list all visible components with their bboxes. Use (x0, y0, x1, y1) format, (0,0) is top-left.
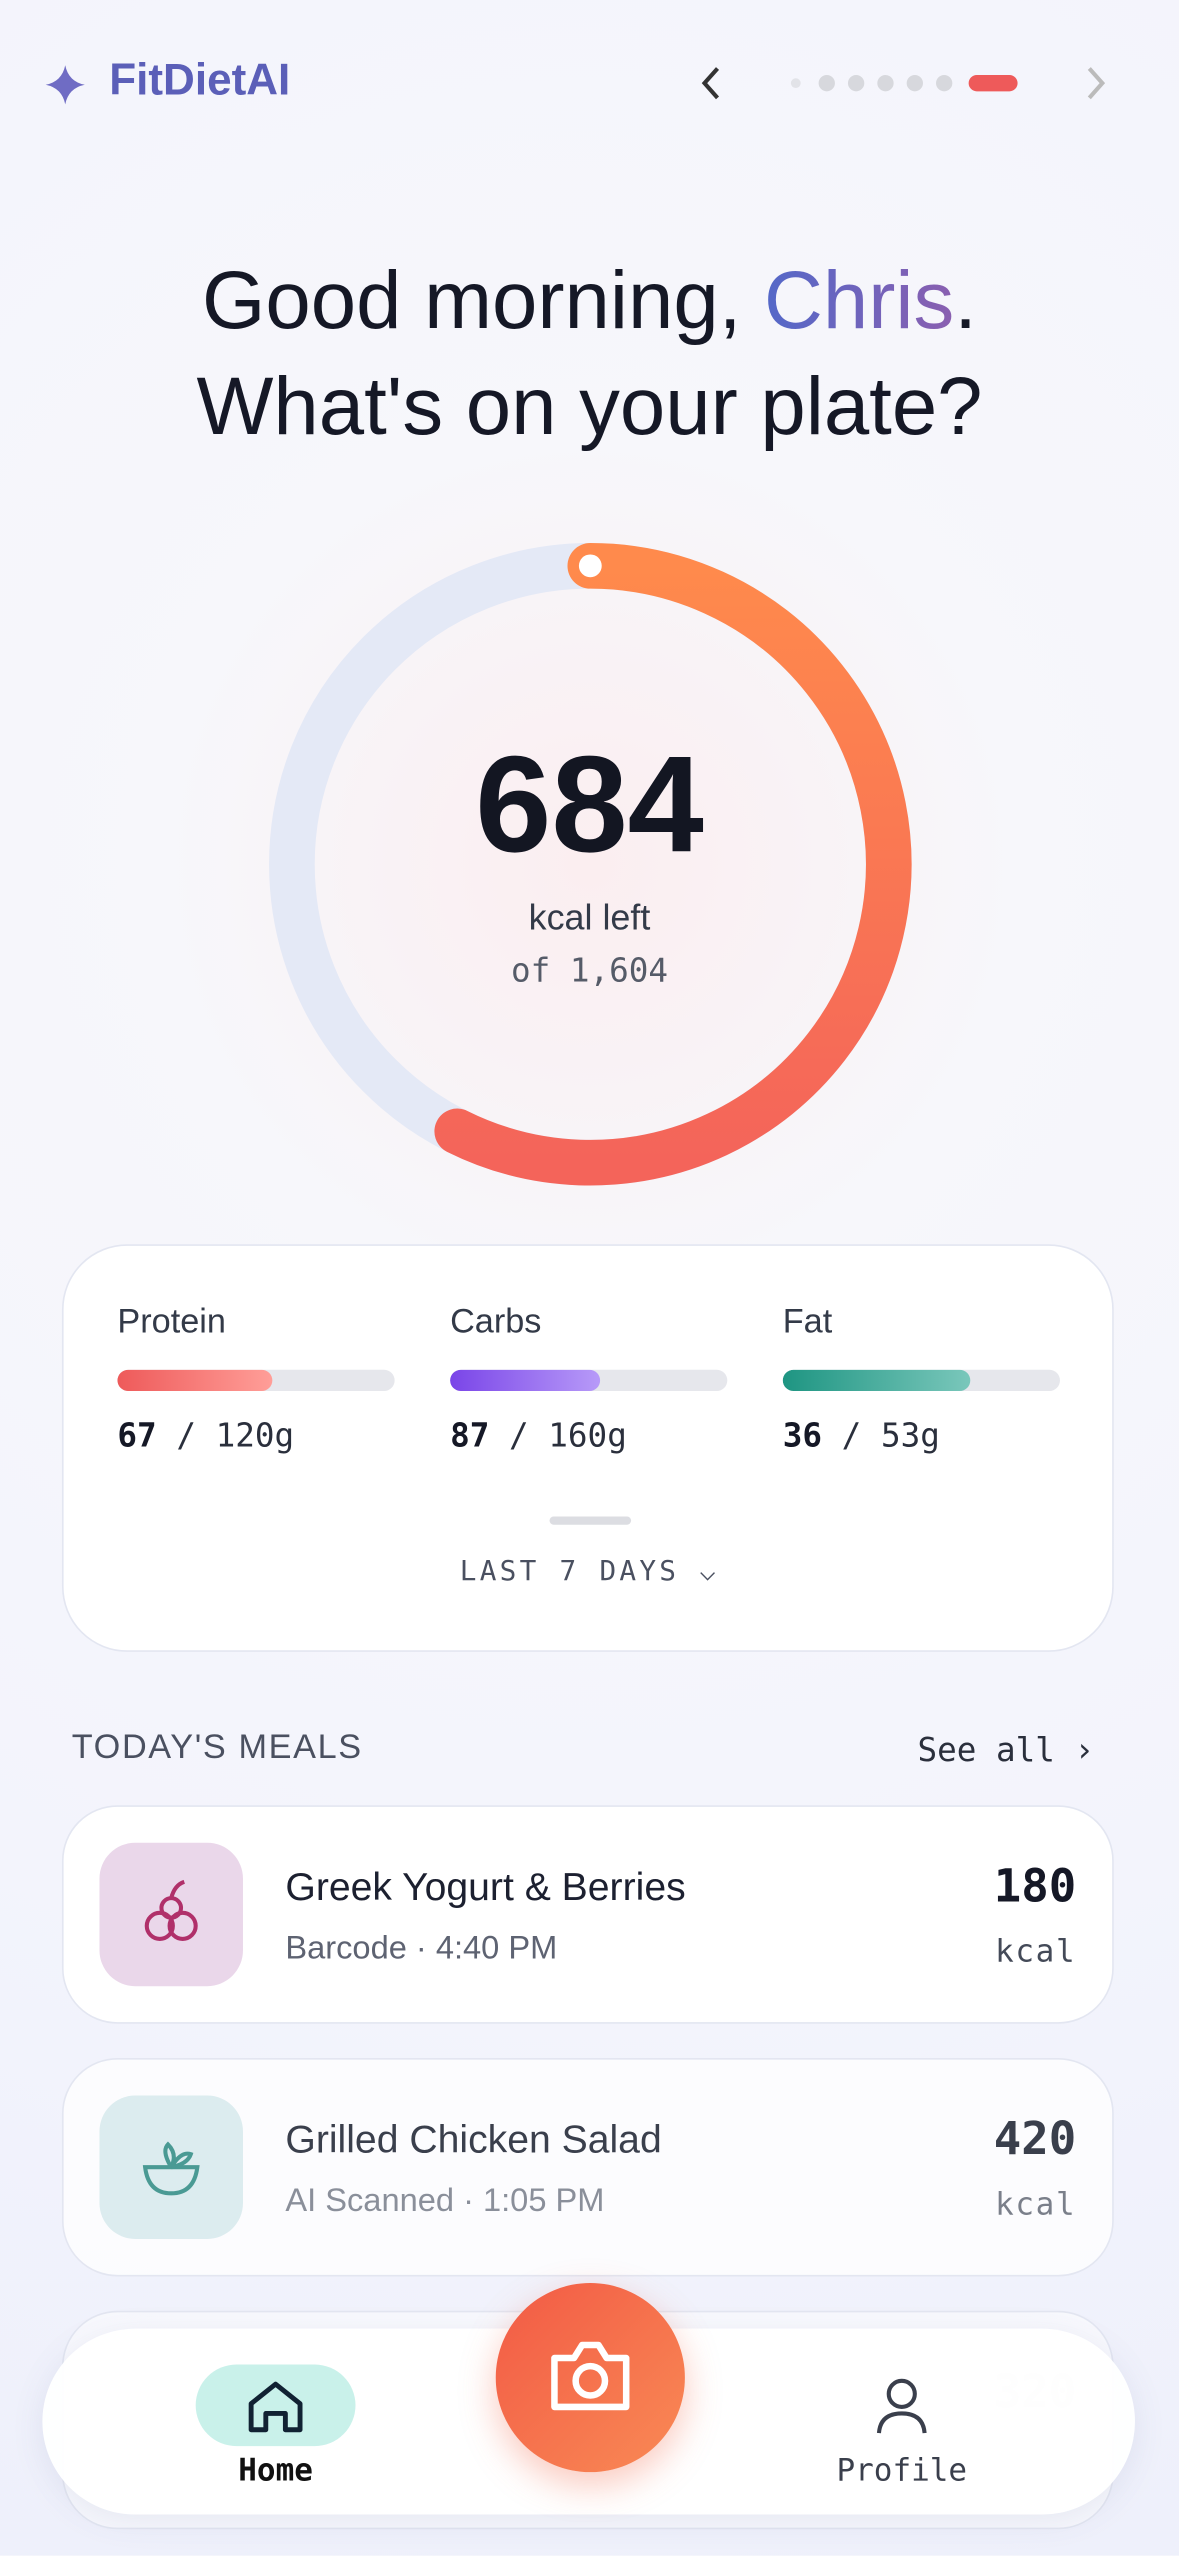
meal-icon (99, 1842, 243, 1987)
macro-track (782, 1369, 1060, 1391)
range-toggle[interactable]: LAST 7 DAYS ⌵ (459, 1555, 720, 1589)
dot (790, 78, 801, 89)
dot (906, 75, 923, 92)
camera-icon (551, 2341, 630, 2411)
macro-bar (117, 1369, 273, 1391)
see-all-label: See all (917, 1730, 1055, 1770)
brand: FitDietAI (109, 55, 291, 105)
macro-bar (782, 1369, 972, 1391)
macro-label: Protein (117, 1302, 226, 1341)
salad-icon (142, 2141, 200, 2196)
meal-card[interactable]: Greek Yogurt & Berries Barcode · 4:40 PM… (61, 1805, 1114, 2024)
meal-card[interactable]: Grilled Chicken Salad AI Scanned · 1:05 … (61, 2057, 1114, 2277)
greeting-question: What's on your plate? (196, 360, 983, 452)
meal-kcal: 420 (993, 2111, 1077, 2166)
pager (701, 67, 1106, 100)
dot (847, 75, 865, 92)
profile-icon[interactable] (864, 2374, 939, 2439)
home-pill[interactable] (195, 2364, 356, 2447)
calories-remaining: 684 (475, 727, 704, 881)
meal-detail: AI Scanned · 1:05 PM (285, 2183, 605, 2220)
meals-title: TODAY'S MEALS (71, 1728, 363, 1767)
see-all[interactable]: See all › (917, 1730, 1095, 1770)
macro-track (117, 1369, 395, 1391)
macro-bar (450, 1369, 601, 1391)
home-label: Home (238, 2452, 313, 2489)
range-label: LAST 7 DAYS (459, 1555, 680, 1589)
macro-goal: / 120g (176, 1415, 295, 1455)
macro-current: 36 (782, 1415, 823, 1455)
macro-track (450, 1369, 728, 1391)
macros-card: Protein 67 / 120g Carbs 87 / 160g Fat 36 / 53… (61, 1244, 1114, 1652)
macro-values: 36 / 53g (783, 1415, 940, 1454)
meal-unit: kcal (995, 1934, 1077, 1970)
greeting-suffix: . (954, 254, 977, 346)
macro-goal: / 53g (841, 1415, 940, 1455)
macro-values: 67 / 120g (117, 1415, 294, 1454)
next-button[interactable] (1087, 67, 1106, 100)
profile-label: Profile (836, 2452, 968, 2489)
dot (818, 75, 835, 92)
handle (549, 1516, 632, 1525)
macro-current: 87 (450, 1415, 490, 1455)
greeting-prefix: Good morning, (202, 254, 765, 346)
ring-knob (578, 554, 602, 578)
macro-current: 67 (117, 1415, 157, 1455)
meal-detail: Barcode · 4:40 PM (285, 1930, 558, 1967)
calorie-ring (269, 543, 912, 1186)
brand-star (45, 65, 85, 105)
macro-label: Fat (782, 1302, 833, 1341)
meal-unit: kcal (995, 2186, 1077, 2223)
home-icon (248, 2381, 303, 2433)
user-name: Chris (764, 254, 955, 346)
greeting: Good morning, Chris. What's on your plat… (0, 248, 1179, 460)
dot (877, 75, 894, 92)
calorie-arc (434, 543, 912, 1186)
meal-kcal: 180 (993, 1859, 1077, 1913)
macro-values: 87 / 160g (450, 1415, 627, 1454)
meal-icon (99, 2095, 243, 2239)
dot-active (968, 75, 1018, 92)
calories-unit: kcal left (528, 896, 651, 938)
berries-icon (144, 1879, 198, 1941)
macro-label: Carbs (450, 1302, 542, 1341)
macro-goal: / 160g (509, 1415, 627, 1455)
meal-name: Grilled Chicken Salad (285, 2118, 662, 2163)
meal-name: Greek Yogurt & Berries (285, 1865, 686, 1910)
calories-total: of 1,604 (510, 950, 669, 990)
dot (936, 75, 953, 92)
camera-button[interactable] (495, 2282, 685, 2473)
prev-button[interactable] (701, 67, 720, 100)
